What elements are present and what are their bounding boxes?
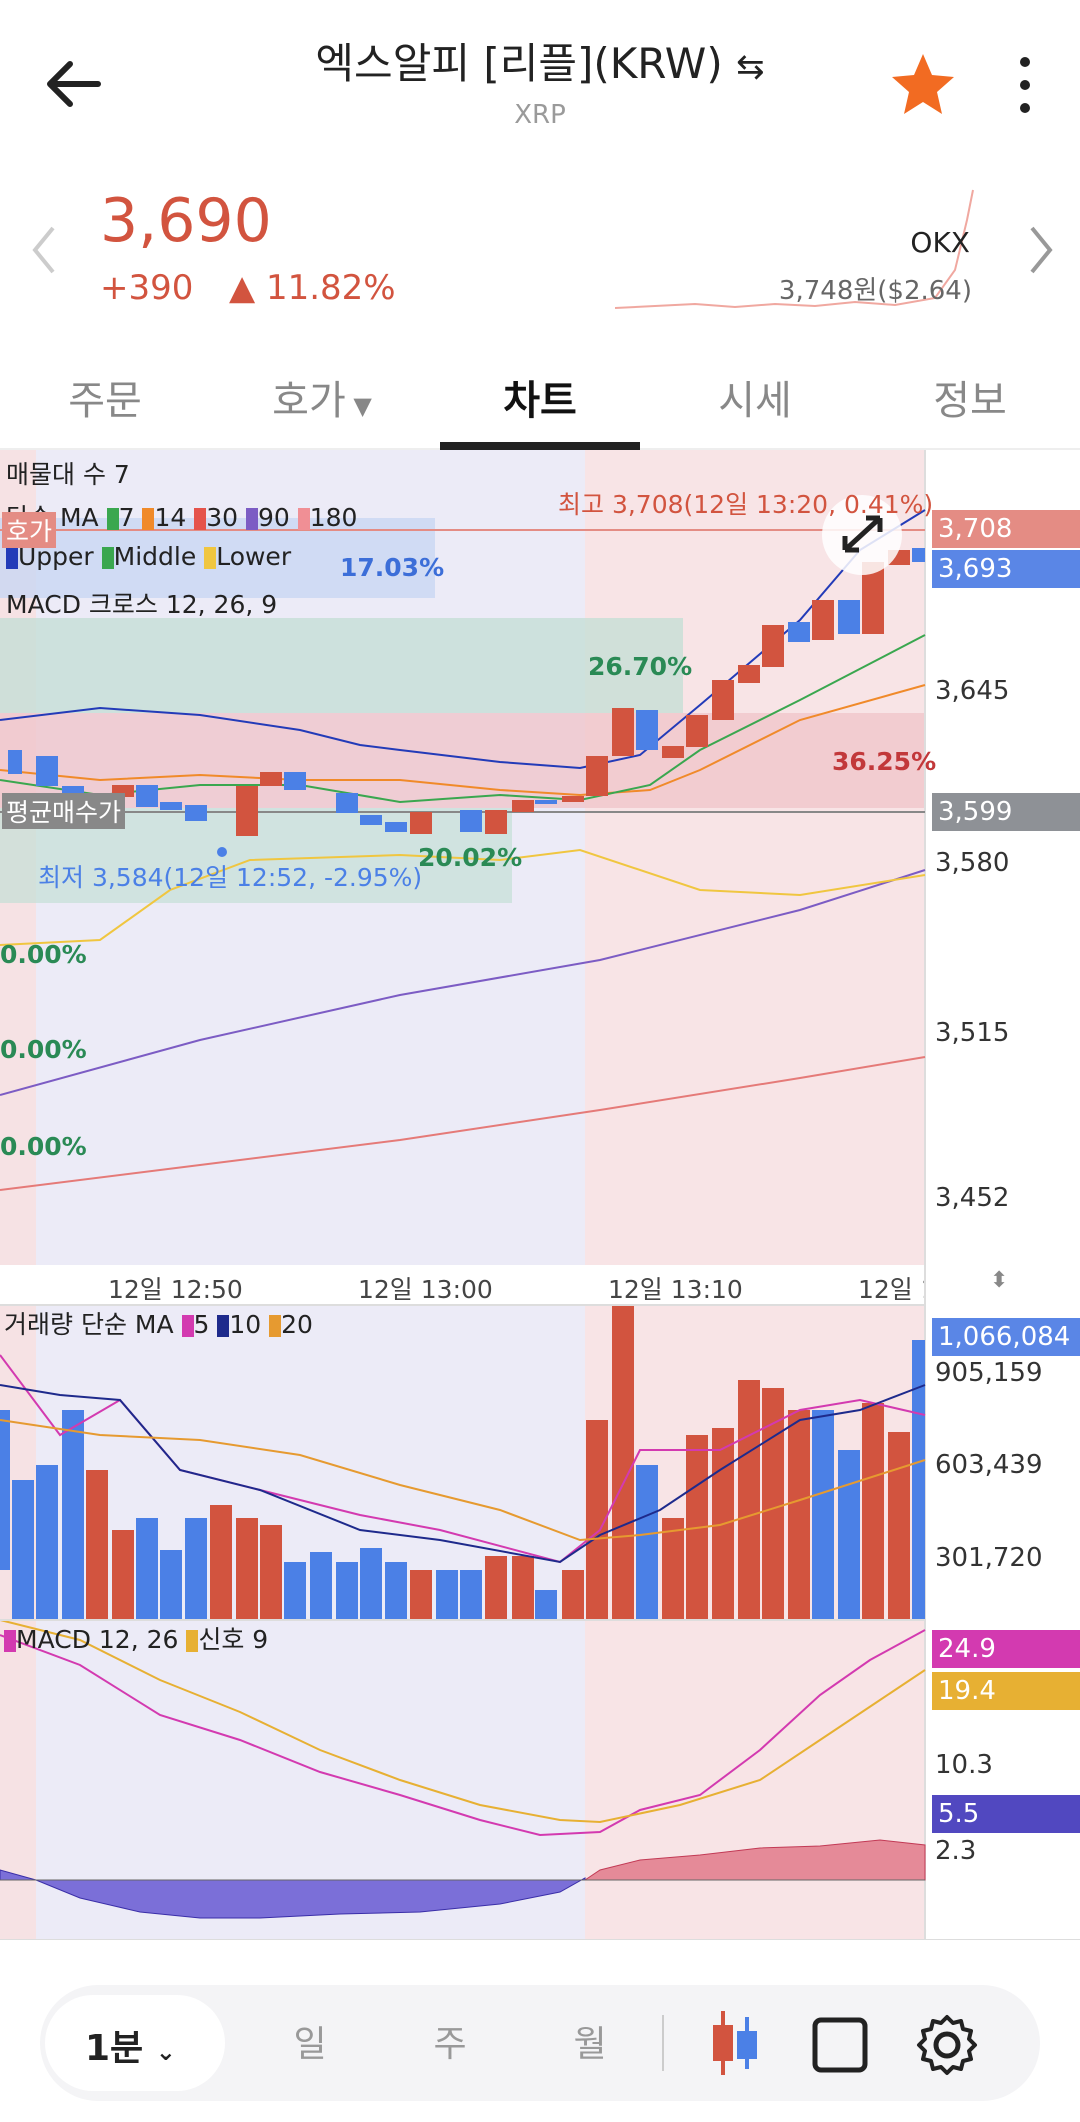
draw-rect-icon[interactable] (810, 2015, 870, 2075)
price-chart-svg (0, 450, 1080, 1940)
change-abs: +390 (100, 268, 194, 308)
high-label: 최고 3,708(12일 13:20, 0.41%) (558, 490, 934, 519)
vp-pct: 26.70% (588, 652, 693, 681)
signal-tag: 19.4 (932, 1672, 1080, 1710)
bb-legend: Upper Middle Lower (6, 542, 291, 571)
current-price-tag: 3,693 (932, 550, 1080, 588)
exchange-name: OKX (910, 226, 970, 259)
macd-axis-label: 2.3 (935, 1836, 977, 1866)
chevron-down-icon: ⌄ (155, 2038, 176, 2066)
ask-price-tag: 3,708 (932, 510, 1080, 548)
ma-7: 7 (118, 503, 135, 532)
ma-90: 90 (257, 503, 290, 532)
volume-axis-label: 905,159 (935, 1358, 1043, 1388)
macd-prefix: MACD 12, 26 (16, 1625, 179, 1654)
change-pct: ▲ 11.82% (229, 268, 396, 308)
current-price: 3,690 (100, 186, 272, 256)
avg-price-tag: 3,599 (932, 793, 1080, 831)
divider (662, 2015, 664, 2071)
price-axis-label: 3,645 (935, 676, 1010, 706)
vol-ma-5: 5 (193, 1310, 210, 1339)
macd-tag: 24.9 (932, 1630, 1080, 1668)
vp-pct: 0.00% (0, 940, 87, 969)
header: 엑스알피 [리플](KRW) ⇆ XRP (0, 0, 1080, 160)
coin-name: 엑스알피 [리플](KRW) (315, 39, 723, 88)
low-label: 최저 3,584(12일 12:52, -2.95%) (38, 863, 423, 892)
bb-middle: Middle (113, 542, 197, 571)
coin-symbol: XRP (514, 100, 566, 130)
tab-info[interactable]: 정보 (933, 378, 1007, 424)
prev-chevron-icon[interactable] (25, 220, 65, 280)
candle-type-icon[interactable] (705, 2007, 765, 2079)
macd-cross-legend: MACD 크로스 12, 26, 9 (6, 590, 278, 619)
vp-pct: 20.02% (418, 843, 523, 872)
page-title: 엑스알피 [리플](KRW) ⇆ (240, 30, 840, 91)
time-axis-label: 12일 12:50 (108, 1275, 243, 1304)
vp-pct: 0.00% (0, 1132, 87, 1161)
tab-bar: 주문 호가 ▼ 차트 시세 정보 (0, 350, 1080, 450)
macd-axis-label: 10.3 (935, 1750, 993, 1780)
tab-orderbook[interactable]: 호가 ▼ (222, 368, 422, 426)
tab-orderbook-label: 호가 (272, 378, 346, 424)
period-day[interactable]: 일 (293, 2024, 327, 2065)
hist-tag: 5.5 (932, 1795, 1080, 1833)
volume-legend: 거래량 단순 MA 5 10 20 (4, 1305, 313, 1341)
price-axis-label: 3,515 (935, 1018, 1010, 1048)
settings-gear-icon[interactable] (915, 2013, 979, 2077)
volume-prefix: 거래량 단순 MA (4, 1310, 174, 1339)
tab-chart[interactable]: 차트 (503, 378, 577, 424)
exchange-price: 3,748원($2.64) (778, 276, 972, 306)
volume-axis-label: 603,439 (935, 1450, 1043, 1480)
mini-sparkline (615, 189, 974, 309)
period-week[interactable]: 주 (433, 2024, 467, 2065)
ma-14: 14 (154, 503, 187, 532)
bb-lower: Lower (216, 542, 292, 571)
active-tab-indicator (440, 442, 640, 450)
timeframe-selector[interactable]: 1분 ⌄ (45, 1995, 225, 2091)
favorite-star-icon[interactable] (888, 50, 958, 120)
time-axis-label: 12일 13:10 (608, 1275, 743, 1304)
ma-30: 30 (206, 503, 239, 532)
more-options-icon[interactable] (1000, 50, 1050, 120)
vp-pct: 17.03% (340, 553, 445, 582)
price-change: +390 ▲ 11.82% (100, 268, 396, 308)
time-axis-label: 12일 1 (858, 1275, 924, 1304)
chart-area[interactable]: 매물대 수 7 단순 MA 7 14 30 90 180 Upper Middl… (0, 450, 1080, 1940)
volume-tag: 1,066,084 (932, 1318, 1080, 1356)
ma-180: 180 (309, 503, 358, 532)
price-axis-label: 3,452 (935, 1183, 1010, 1213)
next-chevron-icon[interactable] (1020, 220, 1060, 280)
macd-signal: 신호 9 (198, 1625, 269, 1654)
chart-toolbar: 1분 ⌄ 일 주 월 (40, 1985, 1040, 2101)
ma-legend: 단순 MA 7 14 30 90 180 (6, 498, 357, 534)
ask-label: 호가 (2, 512, 57, 548)
period-month[interactable]: 월 (573, 2024, 607, 2065)
avg-buy-label: 평균매수가 (2, 793, 126, 829)
volume-profile-legend: 매물대 수 7 (6, 460, 130, 489)
back-arrow-icon[interactable] (40, 48, 120, 118)
price-axis-label: 3,580 (935, 848, 1010, 878)
macd-legend: MACD 12, 26 신호 9 (4, 1620, 268, 1656)
caret-down-icon: ▼ (345, 392, 372, 420)
volume-axis-label: 301,720 (935, 1543, 1043, 1573)
vp-pct: 0.00% (0, 1035, 87, 1064)
vol-ma-10: 10 (229, 1310, 262, 1339)
tab-market[interactable]: 시세 (718, 378, 792, 424)
swap-icon[interactable]: ⇆ (736, 47, 765, 87)
resize-handle-icon[interactable]: ⬍ (990, 1268, 1009, 1293)
tab-order[interactable]: 주문 (68, 378, 142, 424)
volume-bars (0, 1305, 925, 1620)
vol-ma-20: 20 (281, 1310, 313, 1339)
time-axis-label: 12일 13:00 (358, 1275, 493, 1304)
vp-pct: 36.25% (832, 747, 937, 776)
